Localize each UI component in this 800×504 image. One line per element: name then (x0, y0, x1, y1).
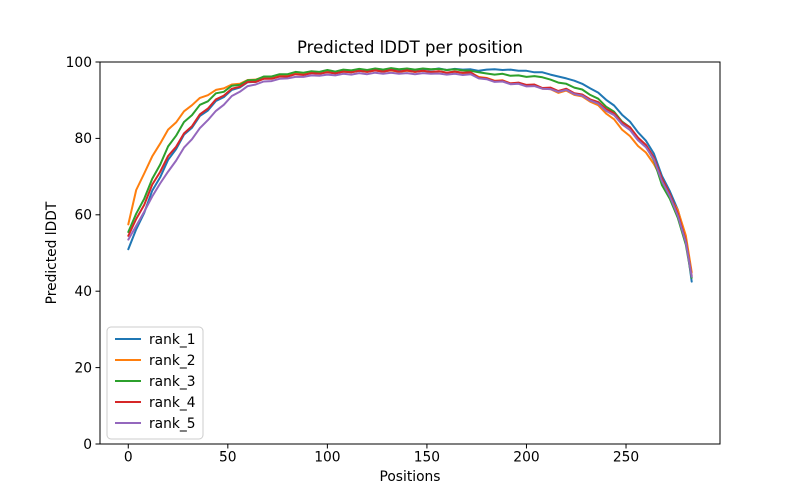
y-tick-label-80: 80 (74, 131, 92, 147)
series-line-rank_3 (127, 67, 693, 279)
legend-label-rank_2: rank_2 (149, 353, 196, 369)
axes-spines (99, 61, 721, 445)
x-tick-label-150: 150 (414, 450, 440, 466)
plot-lines (127, 67, 693, 283)
axes-frame (99, 61, 721, 445)
y-tick-label-60: 60 (74, 208, 92, 224)
y-axis-label: Predicted lDDT (44, 201, 60, 304)
x-tick-label-100: 100 (314, 450, 340, 466)
y-tick-label-20: 20 (74, 360, 92, 376)
legend-label-rank_3: rank_3 (149, 374, 196, 390)
y-tick-label-0: 0 (83, 437, 92, 453)
axis-ticks: 0 50 100 150 200 250 0 20 40 60 80 100 (66, 55, 640, 466)
legend-box (106, 326, 204, 440)
x-axis-label: Positions (380, 469, 441, 485)
legend-label-rank_1: rank_1 (149, 332, 196, 348)
legend-label-rank_4: rank_4 (149, 395, 196, 411)
series-line-rank_4 (127, 69, 693, 277)
x-tick-label-0: 0 (124, 450, 133, 466)
y-tick-label-40: 40 (74, 284, 92, 300)
legend-label-rank_5: rank_5 (149, 416, 196, 432)
series-line-rank_5 (127, 71, 693, 278)
x-tick-label-250: 250 (613, 450, 639, 466)
legend: rank_1 rank_2 rank_3 rank_4 rank_5 (106, 326, 204, 440)
y-tick-label-100: 100 (66, 55, 92, 71)
series-line-rank_1 (127, 67, 693, 283)
x-tick-label-50: 50 (219, 450, 237, 466)
chart-title: Predicted lDDT per position (297, 38, 523, 57)
x-tick-label-200: 200 (513, 450, 539, 466)
